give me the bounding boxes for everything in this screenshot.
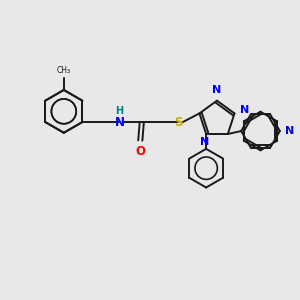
Text: N: N (115, 116, 124, 129)
Text: N: N (212, 85, 222, 95)
Text: N: N (200, 137, 209, 147)
Text: N: N (241, 105, 250, 116)
Text: O: O (135, 145, 145, 158)
Text: H: H (116, 106, 124, 116)
Text: N: N (285, 126, 294, 136)
Text: CH₃: CH₃ (57, 65, 71, 74)
Text: S: S (174, 116, 183, 129)
